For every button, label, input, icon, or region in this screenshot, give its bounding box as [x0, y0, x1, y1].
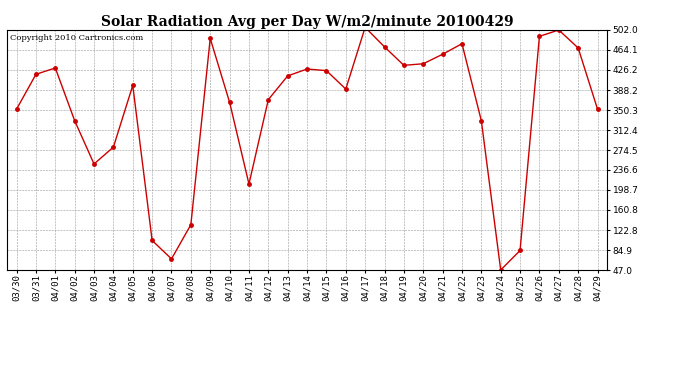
- Text: Copyright 2010 Cartronics.com: Copyright 2010 Cartronics.com: [10, 34, 143, 42]
- Title: Solar Radiation Avg per Day W/m2/minute 20100429: Solar Radiation Avg per Day W/m2/minute …: [101, 15, 513, 29]
